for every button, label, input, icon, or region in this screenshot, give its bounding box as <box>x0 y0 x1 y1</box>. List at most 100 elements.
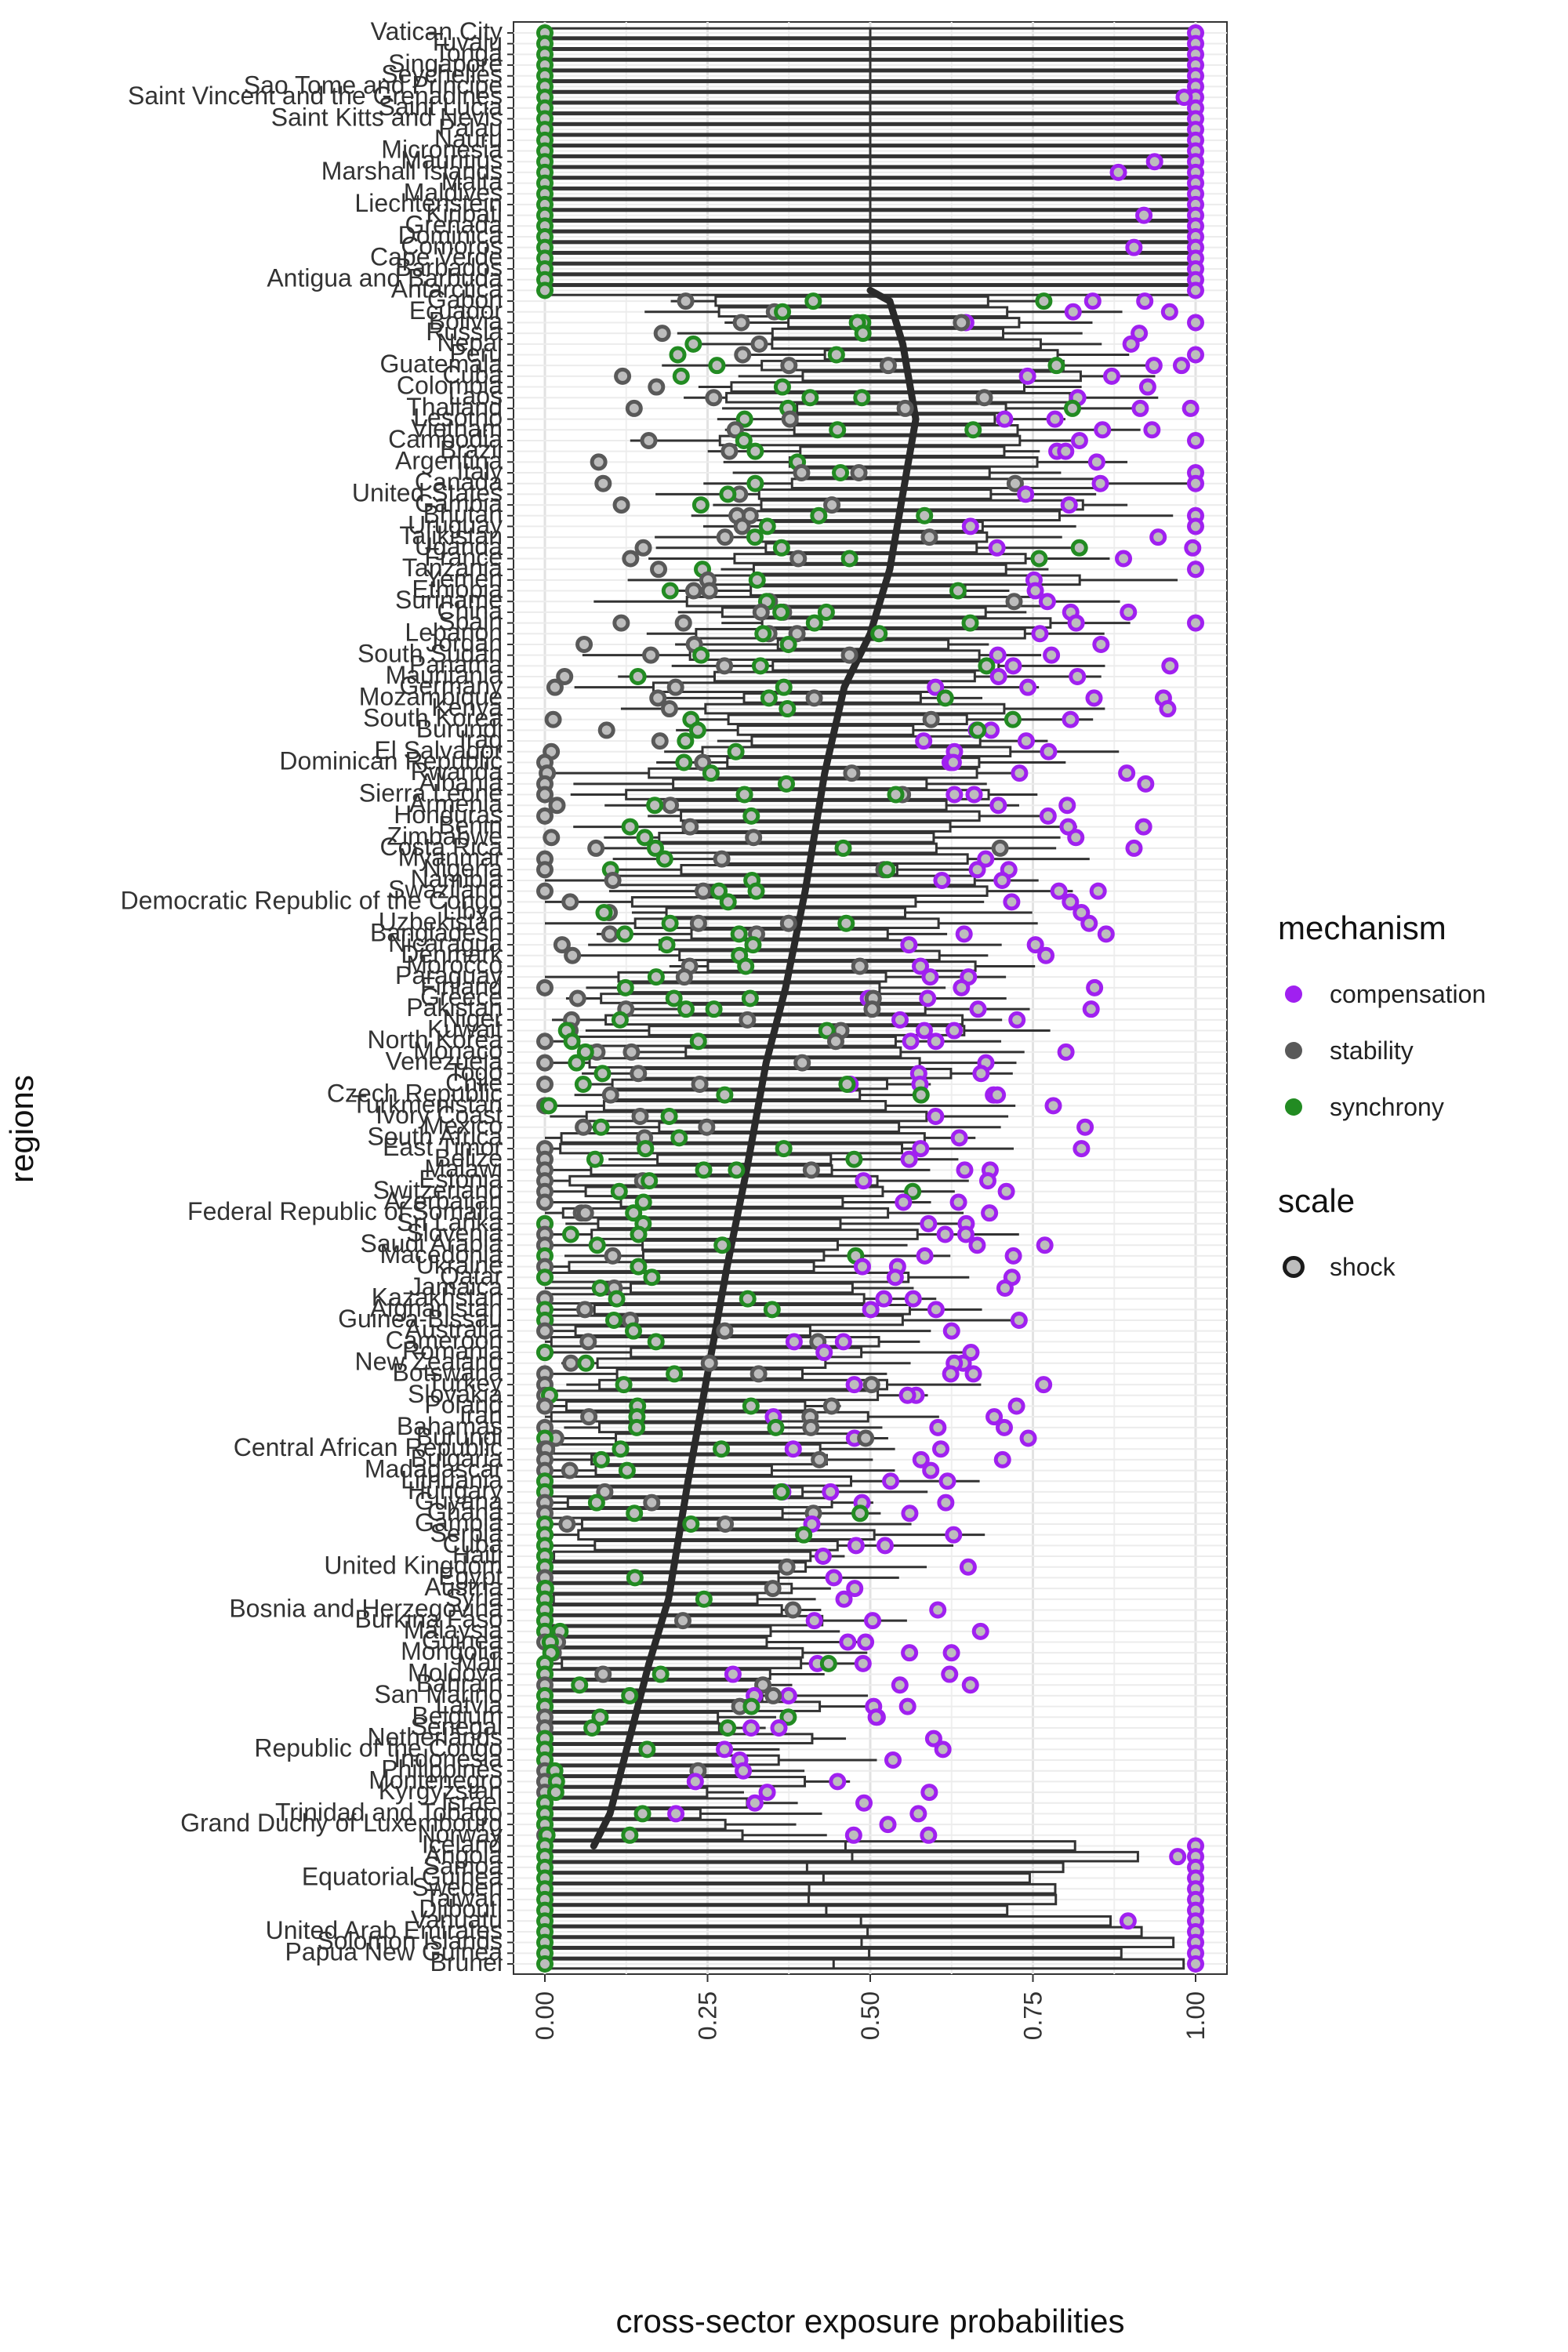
box-rect <box>658 1121 901 1134</box>
y-tick-label: Poland <box>424 1390 503 1418</box>
data-point <box>844 1826 862 1844</box>
data-point <box>611 1011 629 1029</box>
data-point <box>989 668 1007 685</box>
data-point <box>929 1601 947 1619</box>
data-point <box>626 1569 644 1587</box>
y-tick-label: South Africa <box>367 1122 503 1150</box>
box-rect <box>630 1282 854 1294</box>
y-tick-label: Ukraine <box>416 1251 503 1279</box>
data-point <box>837 914 855 932</box>
data-point <box>972 1065 990 1083</box>
box-rect <box>764 542 978 554</box>
data-point <box>1030 550 1048 568</box>
data-point <box>920 1214 938 1232</box>
data-point <box>823 496 841 514</box>
y-tick-label: Laos <box>448 382 503 410</box>
box-rect <box>584 1185 884 1198</box>
data-point <box>653 325 671 343</box>
data-point <box>666 1365 684 1383</box>
x-tick-label: 0.50 <box>856 1991 884 2040</box>
data-point <box>612 614 630 632</box>
y-tick-label: Sierra Leone <box>359 779 503 808</box>
box-rect <box>604 1014 964 1026</box>
y-tick-label: Libya <box>443 897 503 925</box>
data-point <box>1169 1848 1187 1866</box>
data-point <box>774 303 792 321</box>
data-point <box>717 1515 735 1533</box>
data-point <box>1058 797 1076 815</box>
y-tick-label: Finland <box>420 972 503 1000</box>
y-tick-label: Senegal <box>411 1712 503 1740</box>
y-tick-label: Kazakhstan <box>372 1283 503 1312</box>
data-point <box>636 829 654 847</box>
x-tick-label: 1.00 <box>1181 1991 1210 2040</box>
y-tick-label: Cuba <box>443 1530 503 1558</box>
y-tick-label: Sweden <box>412 1873 503 1901</box>
data-point <box>628 1418 646 1436</box>
y-tick-label: Armenia <box>409 789 503 818</box>
data-point <box>735 786 753 804</box>
data-point <box>898 1386 916 1404</box>
data-point <box>629 668 647 685</box>
data-point <box>536 882 554 900</box>
data-point <box>1089 882 1107 900</box>
y-tick-label: Bosnia and Herzegovina <box>229 1594 503 1622</box>
data-point <box>576 1301 594 1319</box>
box-rect <box>704 702 1006 715</box>
data-point <box>945 1526 963 1544</box>
box-rect <box>598 1378 888 1391</box>
data-point <box>969 1000 987 1018</box>
data-point <box>691 1075 709 1093</box>
data-point <box>773 378 791 396</box>
data-point <box>739 1290 757 1308</box>
y-tick-label: Gabon <box>427 285 503 314</box>
data-point <box>853 1258 871 1276</box>
legend-swatch-synchrony <box>1285 1098 1302 1116</box>
data-point <box>789 550 808 568</box>
data-point <box>931 1440 949 1458</box>
data-point <box>1187 346 1204 364</box>
data-point <box>536 1033 554 1051</box>
y-tick-label: Myanmar <box>398 844 503 872</box>
y-tick-label: Cambodia <box>388 425 503 453</box>
data-point <box>681 818 699 836</box>
data-point <box>996 410 1014 428</box>
data-point <box>956 1161 974 1179</box>
data-point <box>760 689 778 707</box>
data-point <box>1087 453 1105 471</box>
data-point <box>1064 303 1082 321</box>
data-point <box>851 957 869 975</box>
data-point <box>1187 614 1204 632</box>
box-rect <box>564 1400 807 1412</box>
data-point <box>536 1054 554 1072</box>
data-point <box>621 1826 639 1844</box>
y-tick-label: Ecuador <box>409 296 503 325</box>
data-point <box>855 1794 873 1812</box>
box-rect <box>630 1346 863 1359</box>
data-point <box>612 1440 630 1458</box>
data-point <box>571 1676 589 1694</box>
box-rect <box>602 1100 887 1112</box>
box-rect <box>648 767 978 779</box>
data-point <box>996 1279 1014 1297</box>
data-point <box>767 1418 785 1436</box>
y-tick-label: Peru <box>449 339 503 368</box>
data-point <box>936 689 954 707</box>
data-point <box>593 1065 612 1083</box>
box-rect <box>593 1540 839 1552</box>
data-point <box>1136 292 1154 310</box>
data-point <box>1119 1912 1137 1930</box>
data-point <box>822 1483 840 1501</box>
y-tick-label: Bangladesh <box>370 918 503 946</box>
data-point <box>785 1333 803 1351</box>
data-point <box>993 1450 1011 1468</box>
data-point <box>879 357 897 375</box>
legend: mechanism compensation stability synchro… <box>1278 909 1544 1295</box>
data-point <box>989 1086 1007 1104</box>
data-point <box>1159 700 1177 718</box>
data-point <box>817 603 835 621</box>
y-tick-label: Morocco <box>406 950 503 978</box>
y-tick-label: Austria <box>424 1573 503 1601</box>
x-tick-label: 0.25 <box>694 1991 722 2040</box>
median-curve <box>590 286 920 1849</box>
